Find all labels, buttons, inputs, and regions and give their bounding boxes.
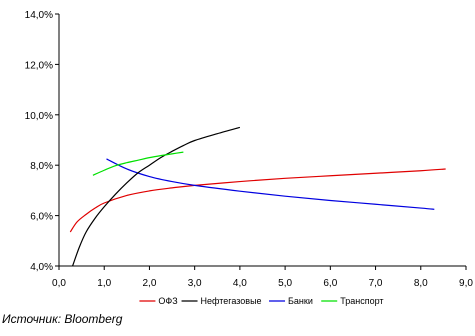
x-tick-label: 2,0	[142, 278, 156, 289]
legend-label-0: ОФЗ	[158, 296, 177, 306]
legend-label-1: Нефтегазовые	[201, 296, 262, 306]
x-tick-label: 1,0	[97, 278, 111, 289]
series-line-0	[69, 168, 446, 233]
x-tick-label: 7,0	[369, 278, 383, 289]
legend-label-3: Транспорт	[340, 296, 383, 306]
y-tick-label: 6,0%	[30, 212, 53, 223]
legend-label-2: Банки	[288, 296, 313, 306]
x-tick-label: 5,0	[278, 278, 292, 289]
y-tick-label: 10,0%	[25, 111, 53, 122]
x-tick-label: 9,0	[459, 278, 473, 289]
x-tick-label: 3,0	[188, 278, 202, 289]
x-tick-label: 0,0	[52, 278, 66, 289]
series-line-1	[72, 126, 241, 267]
x-tick-label: 6,0	[323, 278, 337, 289]
y-tick-label: 4,0%	[30, 262, 53, 273]
x-tick-label: 8,0	[414, 278, 428, 289]
source-note: Источник: Bloomberg	[2, 312, 123, 326]
x-tick-label: 4,0	[233, 278, 247, 289]
y-tick-label: 8,0%	[30, 161, 53, 172]
series-line-2	[106, 158, 435, 210]
y-tick-label: 14,0%	[25, 10, 53, 21]
series-line-3	[92, 151, 184, 176]
y-tick-label: 12,0%	[25, 60, 53, 71]
